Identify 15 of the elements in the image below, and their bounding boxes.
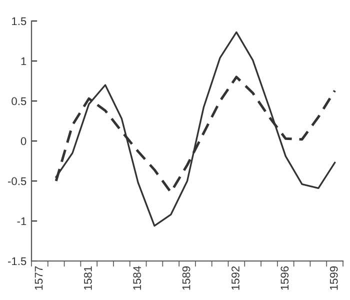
y-tick-label: -1: [17, 217, 26, 226]
line-series: [55, 31, 336, 227]
x-tick-label: 1589: [182, 266, 190, 290]
y-tick-label: 1: [21, 57, 26, 66]
y-tick-label: -0.5: [8, 177, 26, 186]
x-tick-label: 1592: [232, 266, 240, 290]
x-tick-label: 1599: [330, 266, 338, 290]
x-tick-label: 1577: [34, 266, 43, 290]
x-tick-label: 1581: [84, 266, 92, 290]
y-tick-label: -1.5: [8, 257, 26, 266]
x-tick-label: 1596: [280, 266, 289, 290]
y-tick-label: 1.5: [12, 17, 26, 26]
y-tick-label: 0: [20, 137, 26, 146]
y-tick-label: 0.5: [12, 97, 26, 106]
x-tick-label: 1584: [133, 266, 142, 290]
